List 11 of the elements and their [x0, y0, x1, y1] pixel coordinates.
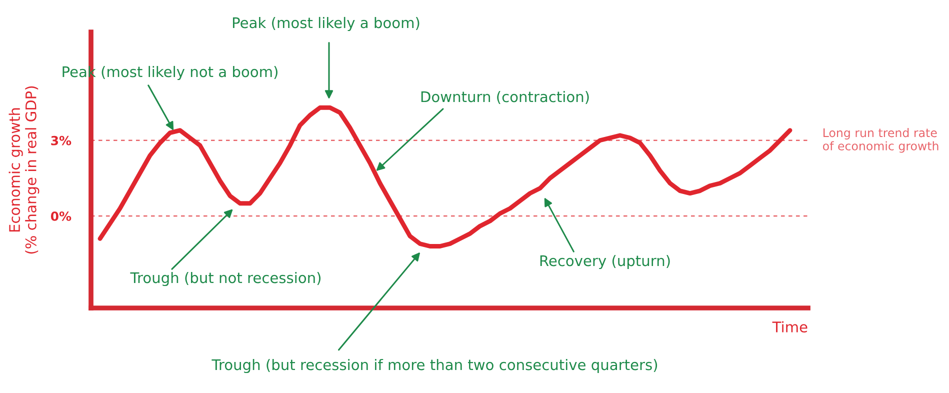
line-series [98, 105, 792, 248]
x-axis-title: Time [772, 321, 808, 332]
ref-line-label: Long run trend rate of economic growth [822, 128, 938, 153]
annotation: Trough (but not recession) [130, 272, 321, 286]
text: Peak (most likely a boom) [232, 16, 420, 32]
annotation: Recovery (upturn) [540, 254, 670, 270]
y-tick-label: 3% [51, 136, 72, 146]
text: Trough (but recession if more than two consecutive quarters) [212, 358, 658, 374]
y-tick-label: 0% [50, 211, 72, 221]
annotation: Downturn (contraction) [421, 90, 589, 104]
y-axis-title: Economic growth (% change in real GDP) [8, 86, 40, 254]
